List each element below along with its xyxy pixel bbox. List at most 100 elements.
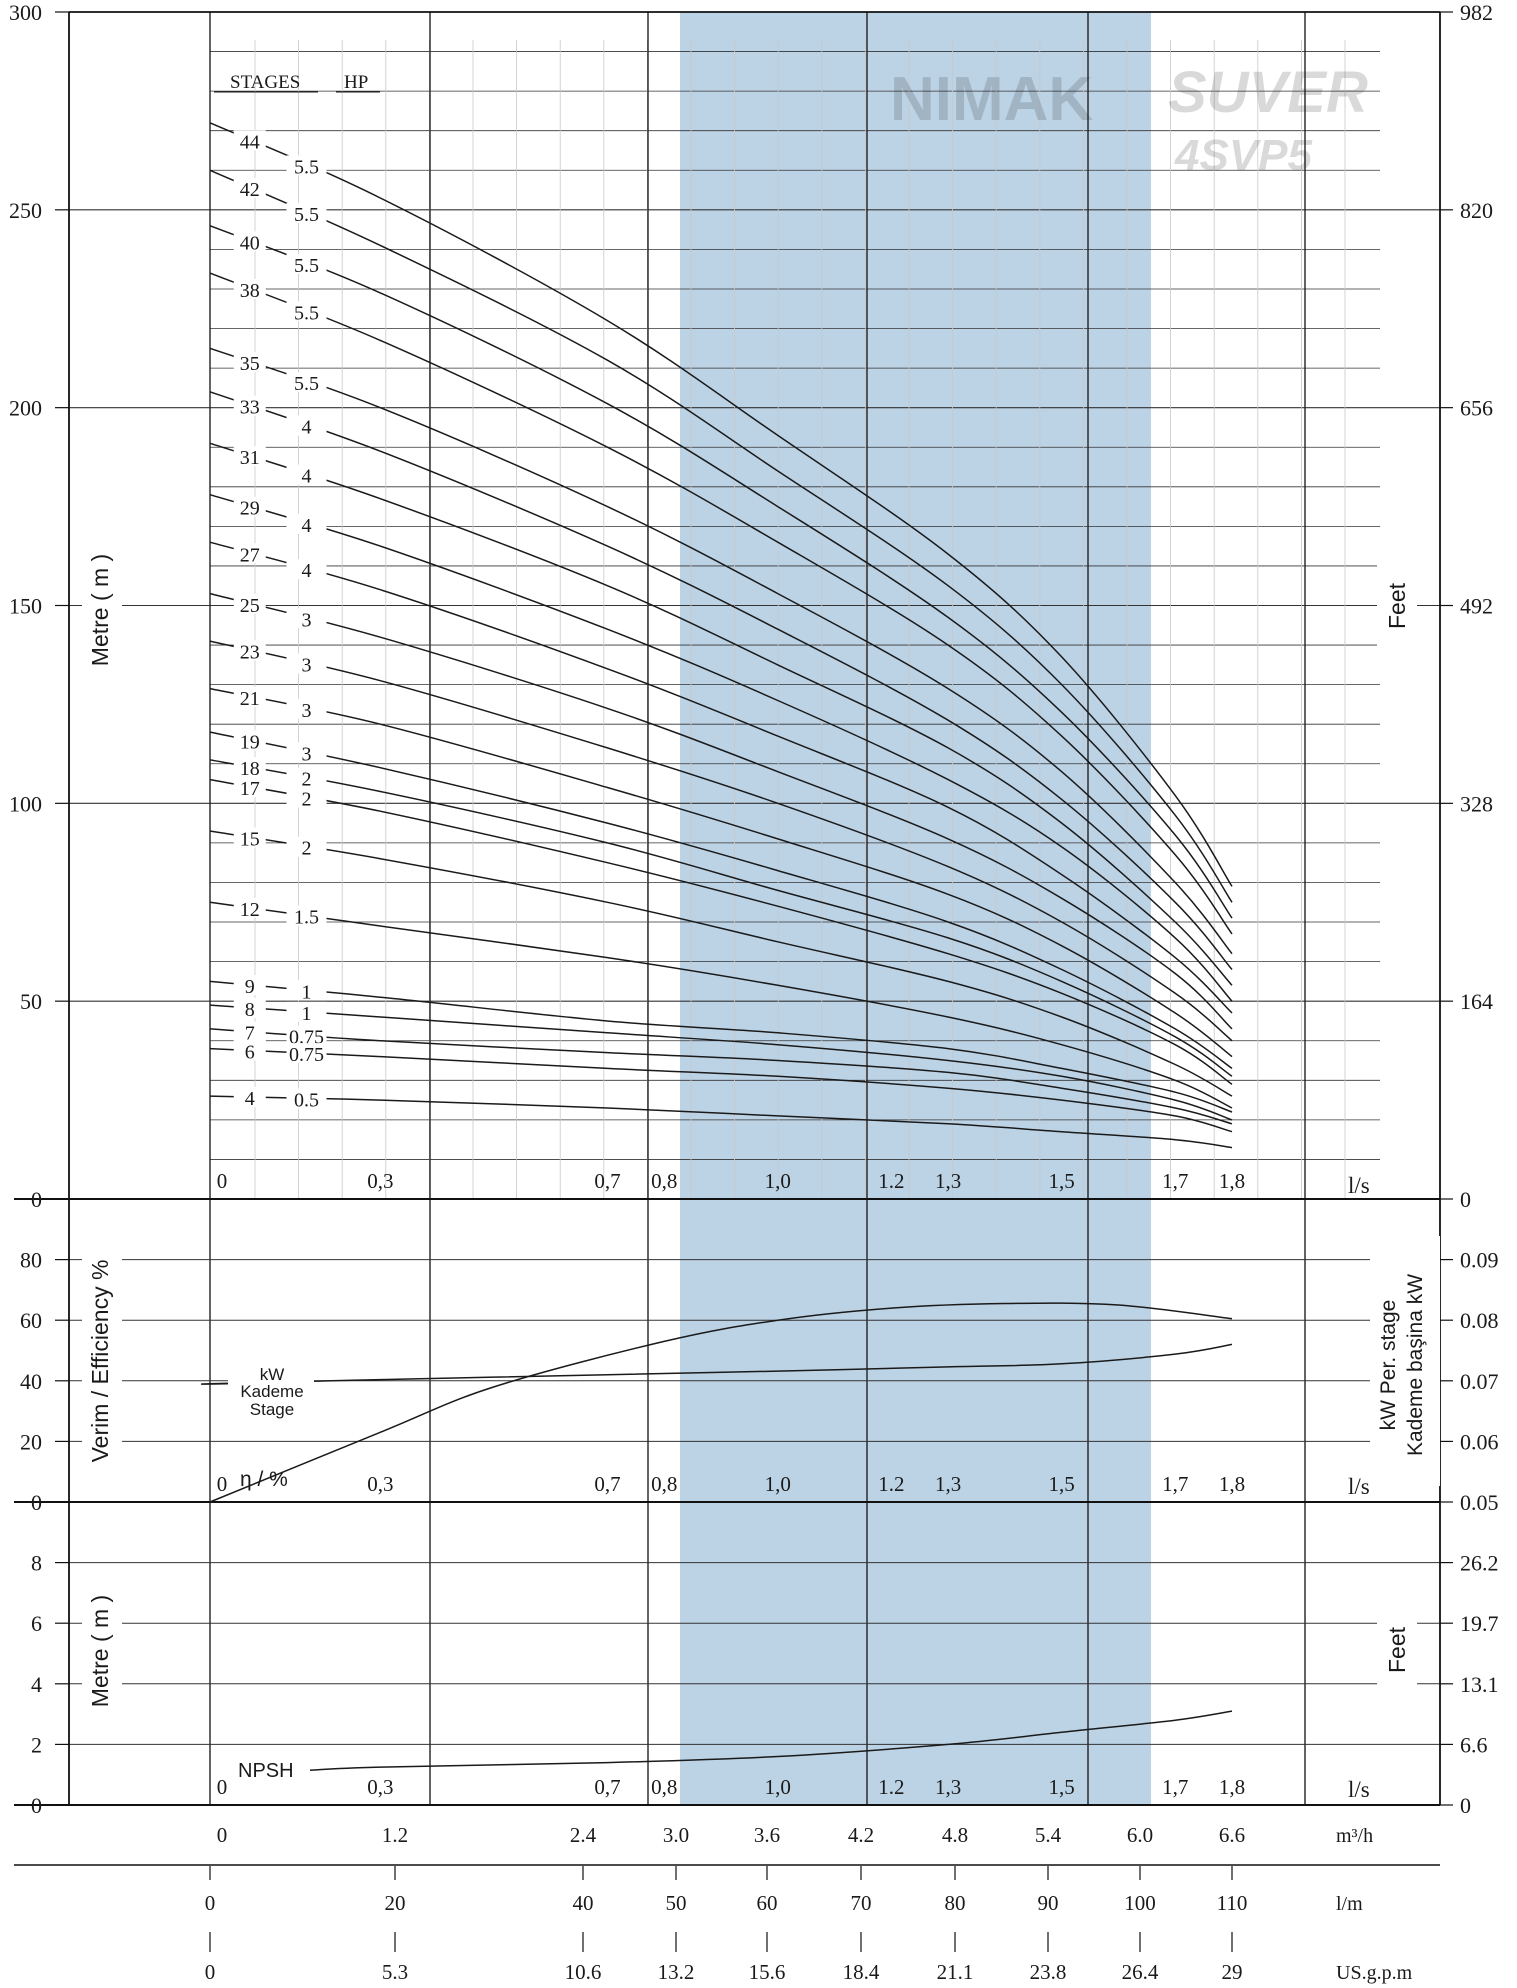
eff-ylabel-right-2: Kademe başina kW <box>1404 1274 1427 1456</box>
npsh-ytick-label: 6 <box>31 1611 42 1636</box>
eff-ytick-right-label: 0.09 <box>1460 1248 1499 1273</box>
stages-label-bg <box>233 446 266 467</box>
usgpm-unit: US.g.p.m <box>1336 1962 1413 1984</box>
usgpm-tick-label: 23.8 <box>1030 1960 1067 1984</box>
ls-tick-label: 1.2 <box>878 1775 904 1799</box>
ls-unit-eff: l/s <box>1348 1474 1370 1499</box>
head-ytick-label: 300 <box>9 0 42 25</box>
usgpm-tick-label: 18.4 <box>843 1960 880 1984</box>
npsh-curves <box>309 1710 1233 1771</box>
usgpm-tick-label: 13.2 <box>658 1960 695 1984</box>
npsh-ytick-label: 4 <box>31 1672 42 1697</box>
head-ytick-label: 100 <box>9 791 42 816</box>
ls-tick-label: 1,3 <box>935 1169 961 1193</box>
lm-tick-label: 40 <box>573 1891 594 1915</box>
m3h-tick-label: 4.8 <box>942 1823 968 1847</box>
hp-label-25: 3 <box>302 609 312 631</box>
stages-label-bg <box>233 1021 266 1042</box>
hp-label-7: 0.75 <box>289 1027 324 1049</box>
head-curve-9 <box>209 980 1233 1113</box>
suver-logo: SUVER <box>1168 60 1368 125</box>
head-ytick-right-label: 164 <box>1460 989 1493 1014</box>
head-curve-15 <box>209 830 1233 1097</box>
lm-tick-label: 20 <box>385 1891 406 1915</box>
stages-label-9: 9 <box>245 976 255 998</box>
usgpm-tick-label: 29 <box>1222 1960 1243 1984</box>
lm-unit: l/m <box>1336 1893 1363 1915</box>
head-curve-29 <box>209 493 1233 1002</box>
head-ytick-right-label: 0 <box>1460 1187 1471 1212</box>
hp-label-17: 2 <box>302 789 312 811</box>
hp-label-bg <box>286 253 327 274</box>
m3h-tick-label: 3.6 <box>754 1823 780 1847</box>
stages-label-bg <box>233 1040 266 1061</box>
ls-tick-label: 0 <box>217 1472 228 1496</box>
head-curve-44 <box>209 122 1233 887</box>
lm-tick-label: 60 <box>757 1891 778 1915</box>
head-ytick-right-label: 982 <box>1460 0 1493 25</box>
lm-tick-label: 50 <box>666 1891 687 1915</box>
stages-label-38: 38 <box>240 280 260 302</box>
head-curve-27 <box>209 541 1233 1014</box>
m3h-unit: m³/h <box>1336 1825 1373 1847</box>
stages-label-4: 4 <box>245 1088 255 1110</box>
head-curve-21 <box>209 687 1233 1058</box>
ls-tick-label: 0,8 <box>651 1775 677 1799</box>
hp-label-bg <box>286 653 327 674</box>
npsh-ytick-right-label: 19.7 <box>1460 1611 1499 1636</box>
npsh-curve <box>309 1710 1233 1771</box>
head-ytick-right-label: 492 <box>1460 594 1493 619</box>
hp-label-bg <box>286 559 327 580</box>
npsh-ylabel-bg <box>82 1585 122 1715</box>
usgpm-tick-label: 10.6 <box>565 1960 602 1984</box>
head-ylabel: Metre ( m ) <box>87 554 113 666</box>
hp-label-21: 3 <box>302 700 312 722</box>
stages-label-17: 17 <box>240 778 260 800</box>
ls-tick-label: 1,0 <box>765 1775 791 1799</box>
head-curve-42 <box>209 169 1233 903</box>
hp-label-8: 1 <box>302 1003 312 1025</box>
stages-label-bg <box>233 975 266 996</box>
ls-tick-label: 0,3 <box>367 1472 393 1496</box>
ls-tick-label: 1,0 <box>765 1169 791 1193</box>
hp-label-bg <box>286 608 327 629</box>
ls-tick-label: 1,8 <box>1219 1169 1245 1193</box>
head-curve-31 <box>209 442 1233 986</box>
head-ylabel-right: Feet <box>1384 582 1410 629</box>
stages-label-12: 12 <box>240 899 260 921</box>
stages-label-bg <box>233 686 266 707</box>
stages-label-bg <box>233 640 266 661</box>
efficiency-curve <box>209 1302 1233 1503</box>
stages-label-bg <box>233 543 266 564</box>
hp-label-bg <box>286 787 327 808</box>
head-curve-12 <box>209 901 1233 1109</box>
brand-watermark: NIMAK SUVER 4SVP5 <box>890 60 1368 180</box>
ls-tick-label: 1,5 <box>1049 1169 1075 1193</box>
kw-label-3: Stage <box>250 1400 294 1419</box>
stages-label-bg <box>233 757 266 778</box>
grid-lines <box>69 12 1440 1805</box>
npsh-ytick-label: 8 <box>31 1551 42 1576</box>
ls-tick-label: 1,7 <box>1162 1775 1188 1799</box>
stages-label-bg <box>233 278 266 299</box>
npsh-label: NPSH <box>238 1760 294 1782</box>
stages-label-40: 40 <box>240 232 260 254</box>
hp-label-40: 5.5 <box>294 255 319 277</box>
hp-label-12: 1.5 <box>294 907 319 929</box>
ls-tick-label: 1,8 <box>1219 1472 1245 1496</box>
hp-label-9: 1 <box>302 981 312 1003</box>
eff-ylabel-bg <box>82 1236 122 1486</box>
head-ytick-right-label: 656 <box>1460 396 1493 421</box>
hp-label-44: 5.5 <box>294 156 319 178</box>
ls-unit-npsh: l/s <box>1348 1777 1370 1802</box>
stages-label-bg <box>233 177 266 198</box>
head-curve-4 <box>209 1095 1233 1149</box>
ls-tick-label: 0,8 <box>651 1472 677 1496</box>
hp-label-bg <box>286 1001 327 1022</box>
lm-tick-label: 80 <box>945 1891 966 1915</box>
stages-label-bg <box>233 395 266 416</box>
ls-tick-label: 0,7 <box>594 1775 620 1799</box>
hp-label-bg <box>286 1025 327 1046</box>
eff-ytick-label: 20 <box>20 1429 42 1454</box>
